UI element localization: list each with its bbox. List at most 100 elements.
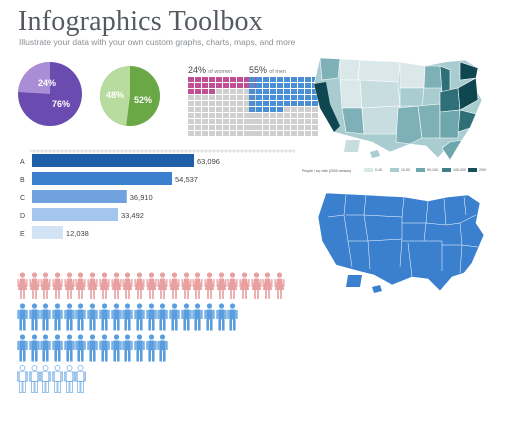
male-person-icon: [17, 303, 28, 331]
waffle-cell: [188, 113, 194, 118]
waffle-cell: [230, 83, 236, 88]
waffle-cell: [188, 89, 194, 94]
map-state-nevada-utah: [339, 79, 363, 109]
male-person-icon: [17, 365, 28, 393]
waffle-cell: [216, 95, 222, 100]
waffle-cell: [284, 107, 290, 112]
male-person-icon: [63, 365, 75, 393]
waffle-cell: [230, 107, 236, 112]
legend-item: 50-100: [416, 168, 438, 172]
map-state-minnesota-iowa: [423, 65, 443, 89]
waffle-cell: [202, 95, 208, 100]
waffle-cell: [188, 83, 194, 88]
waffle-cell: [195, 119, 201, 124]
waffle-cell: [216, 125, 222, 130]
waffle-cell: [284, 101, 290, 106]
waffle-cell: [195, 101, 201, 106]
waffle-cell: [284, 125, 290, 130]
male-person-icon: [17, 334, 28, 362]
waffle-cell: [216, 119, 222, 124]
waffle-cell: [277, 113, 283, 118]
waffle-cell: [223, 89, 229, 94]
waffle-cell: [270, 119, 276, 124]
map-state-new-england: [459, 61, 479, 81]
female-person-icon: [239, 272, 250, 299]
map-state-montana: [357, 59, 401, 83]
map-state-hawaii: [370, 150, 380, 158]
waffle-cell: [284, 83, 290, 88]
pie-slice-small: [99, 66, 130, 126]
waffle-cell: [230, 89, 236, 94]
waffle-percent: 24%: [188, 65, 207, 75]
waffle-cell: [298, 77, 304, 82]
female-person-icon: [40, 272, 51, 299]
male-person-icon: [169, 303, 180, 331]
waffle-cell: [244, 83, 250, 88]
waffle-cell: [195, 113, 201, 118]
waffle-cell: [223, 125, 229, 130]
waffle-cell: [244, 131, 250, 136]
male-person-icon: [52, 365, 63, 393]
male-person-icon: [99, 303, 110, 331]
waffle-cell: [263, 131, 269, 136]
waffle-cell: [216, 89, 222, 94]
map-state-wisconsin-illinois: [439, 65, 451, 93]
bar-category-label: D: [20, 213, 25, 220]
waffle-cell: [188, 101, 194, 106]
waffle-cell: [270, 101, 276, 106]
waffle-cell: [237, 101, 243, 106]
waffle-cell: [277, 131, 283, 136]
bar: [32, 190, 127, 203]
male-person-icon: [40, 365, 52, 393]
map-state-texas: [395, 105, 423, 145]
waffle-cell: [298, 113, 304, 118]
pictograph-row: [17, 334, 287, 362]
waffle-cell: [209, 83, 215, 88]
male-person-icon: [75, 303, 87, 331]
map-state-alaska: [344, 140, 360, 152]
waffle-cell: [284, 113, 290, 118]
waffle-cell: [244, 107, 250, 112]
male-person-icon: [110, 334, 122, 362]
waffle-cell: [270, 131, 276, 136]
male-person-icon: [75, 365, 87, 393]
legend-swatch: [468, 168, 477, 172]
female-person-icon: [251, 272, 262, 299]
waffle-cell: [249, 125, 255, 130]
waffle-cell: [244, 125, 250, 130]
waffle-cell: [188, 119, 194, 124]
bar-category-label: C: [20, 195, 25, 202]
waffle-cell: [263, 101, 269, 106]
waffle-cell: [230, 113, 236, 118]
waffle-cell: [209, 131, 215, 136]
legend-item: 0-10: [364, 168, 382, 172]
pie-small-label: 48%: [106, 90, 124, 100]
waffle-cell: [237, 95, 243, 100]
waffle-cell: [209, 107, 215, 112]
waffle-cell: [305, 101, 311, 106]
waffle-cell: [291, 101, 297, 106]
pie-large-label: 76%: [52, 99, 70, 109]
waffle-cell: [291, 113, 297, 118]
waffle-cell: [305, 83, 311, 88]
male-person-icon: [157, 303, 168, 331]
waffle-cell: [223, 83, 229, 88]
map-state-washington-oregon: [319, 57, 341, 81]
waffle-cell: [298, 119, 304, 124]
waffle-cell: [270, 77, 276, 82]
bar-value-label: 36,910: [130, 193, 153, 202]
map-state-new-mexico: [361, 105, 401, 135]
page-title: Infographics Toolbox: [18, 6, 263, 37]
waffle-cell: [277, 119, 283, 124]
legend-swatch: [416, 168, 425, 172]
map-state-california: [314, 82, 340, 132]
legend-label: 100-200: [453, 168, 466, 172]
waffle-cell: [263, 119, 269, 124]
waffle-cell: [249, 113, 255, 118]
waffle-cell: [202, 113, 208, 118]
waffle-cell: [188, 107, 194, 112]
waffle-cell: [291, 95, 297, 100]
female-person-icon: [17, 272, 28, 299]
bar-value-label: 12,038: [66, 229, 89, 238]
waffle-caption: of men: [269, 69, 287, 75]
